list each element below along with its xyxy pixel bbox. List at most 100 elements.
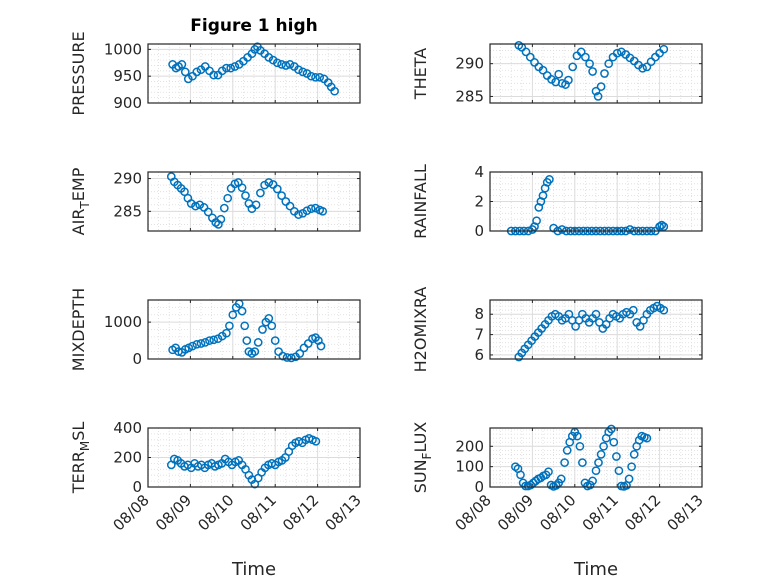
panel-terr_msl: 0 200 400 08/08 08/09 08/10 08/11 08/12 08/13 Tim… <box>69 419 365 580</box>
y-axis-label: H2OMIXRA <box>411 287 430 373</box>
data-point <box>659 44 669 54</box>
data-point <box>256 188 265 198</box>
data-point <box>576 47 586 57</box>
data-point <box>311 436 321 446</box>
axes-frame <box>489 299 703 360</box>
y-tick-label: 0 <box>132 350 142 368</box>
x-axis-label: Time <box>573 559 618 580</box>
data-point <box>591 309 601 319</box>
data-point <box>604 59 614 69</box>
data-point <box>209 335 219 345</box>
data-point <box>241 191 250 200</box>
data-point <box>516 470 525 480</box>
data-point <box>591 86 601 96</box>
panel-sun_flux: 0 100 200 08/08 08/09 08/10 08/11 08/12 08/13 Tim… <box>411 422 707 580</box>
data-point <box>306 204 316 214</box>
x-tick-label: 08/09 <box>494 491 537 534</box>
data-point <box>216 214 226 224</box>
x-tick-label: 08/11 <box>579 491 622 534</box>
axes-frame <box>489 427 703 488</box>
data-point <box>188 341 197 351</box>
data-point <box>659 305 669 315</box>
data-point <box>228 310 238 320</box>
data-point <box>614 466 624 476</box>
data-point <box>250 347 260 356</box>
data-point <box>225 321 234 331</box>
data-point <box>330 86 339 96</box>
data-point <box>272 58 282 68</box>
data-point <box>285 201 295 211</box>
data-point <box>560 458 569 467</box>
data-point <box>554 69 564 79</box>
data-point <box>281 61 291 70</box>
data-point <box>299 343 309 353</box>
data-point <box>209 70 219 80</box>
y-axis-label: THETA <box>411 48 430 100</box>
data-point <box>646 57 656 67</box>
data-point <box>624 474 634 484</box>
axes-frame <box>147 43 361 104</box>
data-point <box>606 424 616 434</box>
data-point <box>303 339 313 348</box>
figure-title: Figure 1 high <box>190 16 318 36</box>
data-point <box>545 175 554 184</box>
data-point <box>295 349 305 358</box>
data-point <box>588 67 597 76</box>
data-point <box>242 336 252 345</box>
data-point <box>581 52 590 62</box>
y-tick-label: 8 <box>474 305 484 323</box>
panel-h2omixra: 6 7 8 H2OMIXRA <box>411 287 703 373</box>
data-point <box>609 437 619 447</box>
data-point <box>250 45 260 54</box>
data-point <box>186 199 196 208</box>
data-point <box>192 67 202 77</box>
data-point <box>282 353 292 362</box>
y-tick-label: 950 <box>113 67 142 85</box>
data-point <box>659 222 669 231</box>
data-point <box>226 63 236 73</box>
data-point <box>180 67 190 77</box>
data-point <box>267 321 277 331</box>
data-point <box>264 314 274 323</box>
data-point <box>557 225 567 234</box>
data-point <box>205 336 214 345</box>
data-point <box>264 53 274 62</box>
x-tick-label: 08/13 <box>664 491 707 534</box>
data-point <box>575 441 585 451</box>
data-point <box>264 178 274 187</box>
data-point <box>521 47 531 57</box>
data-point <box>191 201 200 211</box>
x-tick-label: 08/10 <box>194 491 237 534</box>
y-tick-label: 4 <box>474 163 484 181</box>
data-point <box>642 62 652 72</box>
data-point <box>294 210 303 219</box>
data-point <box>532 216 541 226</box>
y-tick-label: 0 <box>132 478 142 496</box>
y-tick-label: 285 <box>113 202 142 220</box>
y-tick-label: 2 <box>474 193 484 211</box>
y-axis-label: AIRTEMP <box>69 167 92 235</box>
data-point <box>222 328 231 338</box>
data-point <box>642 433 652 443</box>
data-point <box>298 67 308 77</box>
data-point <box>253 338 263 347</box>
data-point <box>237 183 247 193</box>
data-point <box>562 446 572 455</box>
data-point <box>200 338 210 347</box>
data-point <box>521 481 530 491</box>
data-point <box>591 466 601 476</box>
data-point <box>311 72 320 82</box>
data-point <box>625 225 635 234</box>
y-tick-label: 290 <box>113 170 142 188</box>
panel-theta: 285 290 THETA <box>411 40 703 105</box>
y-tick-label: 285 <box>455 87 484 105</box>
data-point <box>203 207 213 217</box>
data-point <box>222 63 231 73</box>
data-point <box>195 200 205 210</box>
y-tick-label: 0 <box>474 478 484 496</box>
data-point <box>240 321 250 331</box>
data-point <box>538 65 548 75</box>
data-point <box>318 206 328 216</box>
data-point <box>628 305 638 315</box>
x-tick-label: 08/12 <box>279 491 322 534</box>
